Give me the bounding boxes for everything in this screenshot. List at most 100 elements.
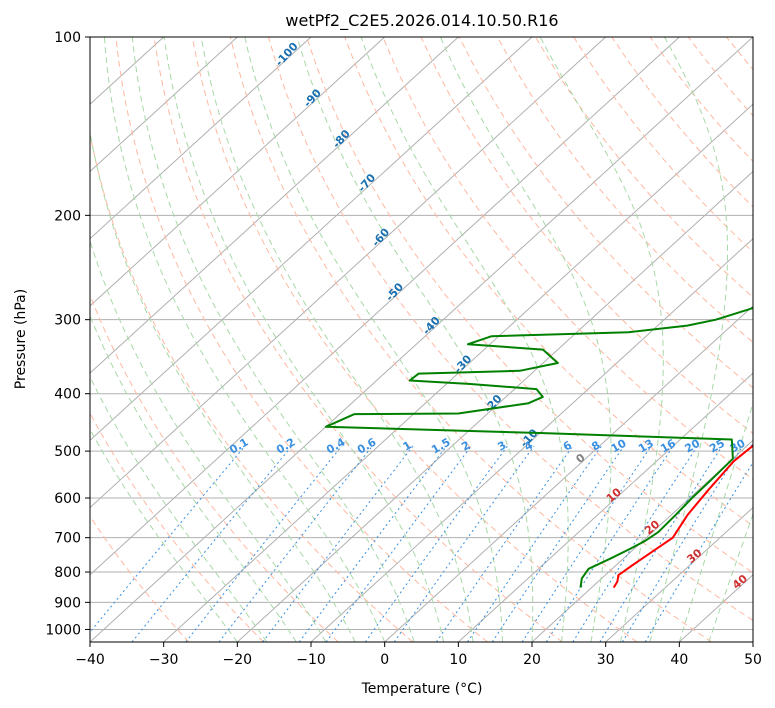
dry-adiabat-line	[496, 37, 753, 344]
dry-adiabat-line	[382, 37, 753, 481]
dry-adiabat-line	[344, 37, 753, 527]
isotherm-line	[90, 37, 607, 509]
dry-adiabat-line	[535, 37, 753, 298]
isotherm-line	[457, 372, 753, 642]
isotherm-line	[236, 170, 753, 642]
x-tick-label: −10	[296, 652, 326, 668]
plot-frame	[89, 36, 754, 643]
y-tick-label: 1000	[45, 622, 81, 638]
y-tick-label: 200	[54, 208, 81, 224]
dry-adiabat-label: -90	[301, 86, 324, 110]
moist-adiabat-line	[539, 37, 664, 642]
isotherm-line	[163, 103, 753, 642]
isotherm-line	[310, 237, 753, 642]
moist-adiabat-line	[90, 129, 356, 642]
x-tick-label: −30	[149, 652, 179, 668]
moist-adiabat-label: 20	[642, 517, 662, 537]
isotherm-line	[90, 37, 459, 374]
moist-adiabat-label: 40	[730, 572, 750, 592]
mixing-ratio-line	[435, 445, 574, 642]
mixing-ratio-line	[131, 445, 293, 642]
x-tick-label: 20	[523, 652, 541, 668]
y-tick-label: 400	[54, 387, 81, 403]
isotherm-line	[90, 37, 680, 576]
dry-adiabat-line	[115, 37, 488, 642]
moist-adiabat-line	[90, 375, 268, 642]
isotherm-line	[90, 37, 533, 442]
isotherm-line	[531, 439, 753, 642]
y-axis-label: Pressure (hPa)	[13, 289, 29, 389]
moist-adiabat-line	[90, 239, 327, 642]
chart-title: wetPf2_C2E5.2026.014.10.50.R16	[285, 11, 558, 31]
line-labels: 0.1 0.2 0.4 0.6 1 1.5 2 3 4 6 8 10 13 16 20 25 30 36-100-…	[227, 40, 753, 592]
mixing-ratio-line	[521, 445, 652, 642]
y-tick-label: 300	[54, 313, 81, 329]
dry-adiabat-label: -60	[369, 226, 392, 250]
dewpoint-line	[324, 306, 753, 588]
x-tick-label: 10	[449, 652, 467, 668]
mixing-ratio-line	[218, 445, 373, 642]
moist-adiabat-line	[244, 37, 503, 642]
mixing-ratio-line	[364, 445, 508, 642]
isotherm-line	[90, 37, 753, 642]
moist-adiabat-line	[90, 314, 297, 642]
y-tick-label: 600	[54, 491, 81, 507]
dry-adiabat-line	[649, 37, 753, 163]
moist-adiabat-line	[649, 37, 728, 642]
isotherm-line	[90, 37, 312, 240]
mixing-ratio-line	[298, 445, 448, 642]
y-axis: 100 200 300 400 500 600 700 800 900 1000	[45, 30, 90, 638]
isotherm-line	[752, 641, 753, 642]
isotherm-line	[90, 37, 238, 173]
dry-adiabat-line	[90, 131, 414, 642]
moist-adiabat-line	[103, 37, 386, 642]
dry-adiabat-label: -10	[518, 426, 541, 450]
dry-adiabat-line	[90, 515, 190, 642]
moist-adiabat-line	[163, 37, 445, 642]
series-lines	[324, 306, 753, 589]
mixing-ratio-label: 16	[658, 436, 678, 455]
dry-adiabat-label: -70	[355, 171, 378, 195]
moist-adiabat-line	[296, 37, 534, 642]
moist-adiabat-line	[90, 428, 238, 642]
mixing-ratio-label: 0.6	[355, 435, 379, 456]
moist-adiabat-line	[439, 37, 612, 642]
mixing-ratio-line	[644, 461, 753, 642]
y-tick-label: 700	[54, 531, 81, 547]
moist-adiabat-label: 30	[685, 546, 705, 566]
y-tick-label: 900	[54, 595, 81, 611]
isotherm-line	[384, 305, 753, 642]
background-lines	[90, 37, 753, 642]
dry-adiabat-line	[153, 37, 563, 642]
x-tick-label: −20	[223, 652, 253, 668]
dry-adiabat-line	[191, 37, 638, 642]
mixing-ratio-label: 0.4	[324, 435, 348, 456]
mixing-ratio-line	[262, 445, 414, 642]
mixing-ratio-line	[90, 445, 246, 633]
temperature-line	[612, 444, 753, 589]
moist-adiabat-line	[360, 37, 569, 642]
x-tick-label: −40	[75, 652, 105, 668]
moist-adiabat-line	[131, 37, 415, 642]
mixing-ratio-label: 0.2	[274, 436, 297, 457]
x-tick-label: 30	[597, 652, 615, 668]
isotherm-line	[605, 506, 753, 642]
dry-adiabat-line	[268, 37, 753, 622]
moist-adiabat-label: 10	[604, 485, 624, 505]
dry-adiabat-line	[306, 37, 753, 574]
isotherm-line	[90, 37, 386, 307]
dry-adiabat-label: -100	[273, 40, 301, 69]
mixing-ratio-label: 13	[636, 437, 656, 456]
mixing-ratio-line	[185, 445, 343, 642]
y-tick-label: 500	[54, 444, 81, 460]
moist-adiabat-line	[200, 37, 474, 642]
mixing-ratio-line	[393, 445, 535, 642]
x-tick-label: 40	[670, 652, 688, 668]
moist-adiabat-line	[708, 513, 753, 642]
dry-adiabat-line	[229, 37, 712, 642]
dry-adiabat-line	[90, 412, 264, 642]
mixing-ratio-label: 0.1	[227, 436, 250, 457]
mixing-ratio-line	[599, 445, 723, 642]
dry-adiabat-line	[726, 37, 753, 71]
